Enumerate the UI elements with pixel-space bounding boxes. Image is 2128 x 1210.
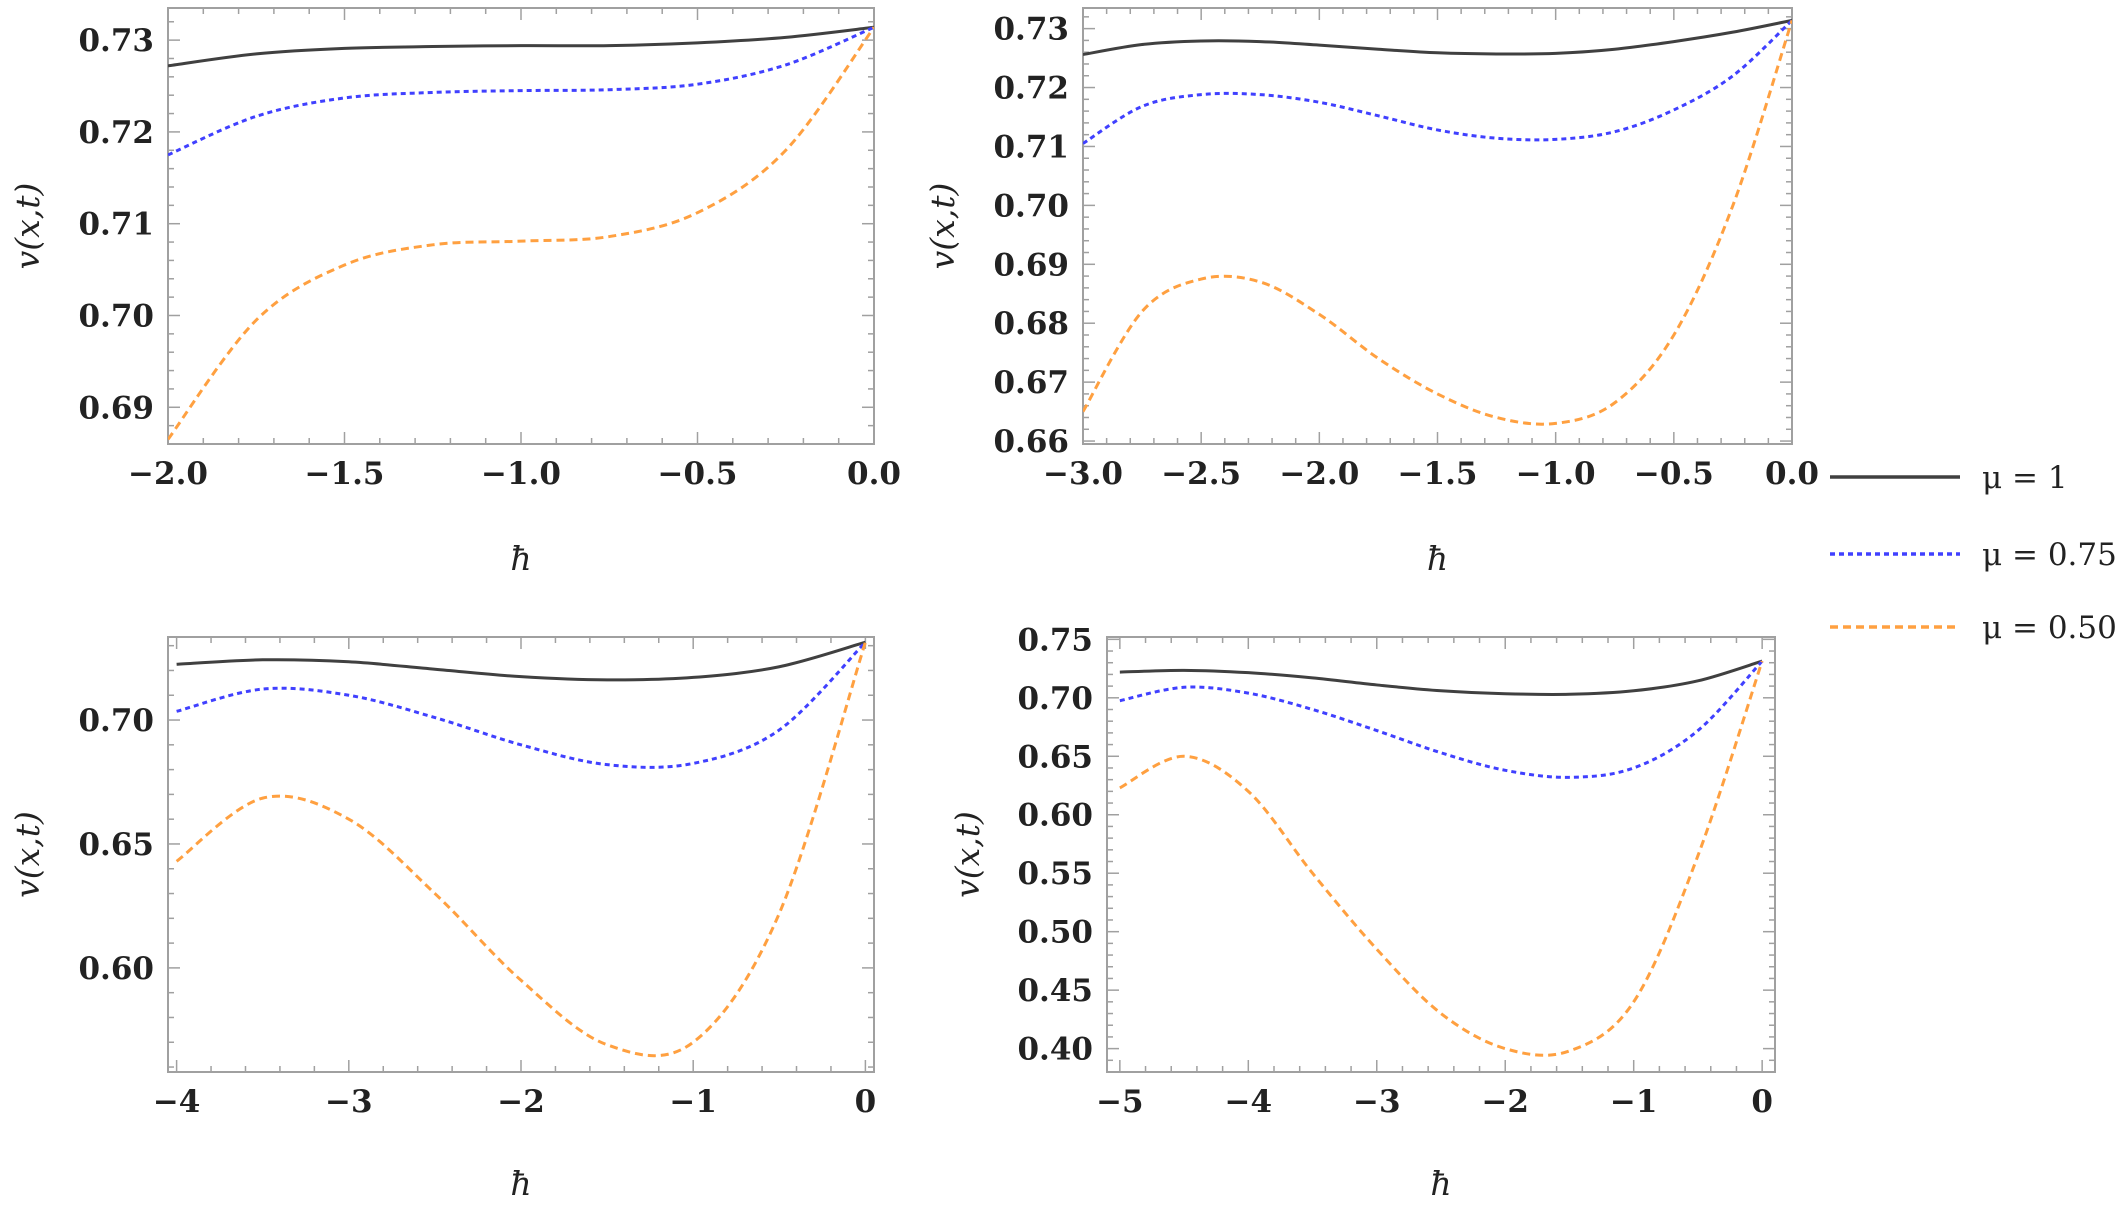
series-line-2 xyxy=(176,641,867,769)
chart-panel-3: −4 −3 −2 −1 0 0.60 0.65 0.70 ħ v(x,t) xyxy=(8,636,877,1203)
series-line-1 xyxy=(168,25,874,68)
x-tick-label: −1.0 xyxy=(481,456,561,492)
x-axis-label: ħ xyxy=(1430,1164,1451,1203)
y-tick-label: 0.73 xyxy=(78,23,154,59)
y-tick-label: 0.69 xyxy=(993,247,1069,283)
plot-frame xyxy=(167,636,875,1073)
series-line-2 xyxy=(168,25,874,157)
y-tick-label: 0.68 xyxy=(993,306,1069,342)
x-tick-label: −1 xyxy=(1610,1084,1658,1120)
y-tick-label: 0.45 xyxy=(1017,973,1093,1009)
legend: μ = 1 μ = 0.75 μ = 0.50 xyxy=(1830,460,2117,646)
plot-frame xyxy=(167,7,875,445)
x-tick-label: −4 xyxy=(1225,1084,1273,1120)
y-tick-label: 0.70 xyxy=(78,298,154,334)
y-tick-label: 0.73 xyxy=(993,12,1069,48)
x-tick-label: 0.0 xyxy=(847,456,901,492)
x-tick-label: −2.5 xyxy=(1161,456,1241,492)
series-group xyxy=(168,25,874,441)
y-axis-label: v(x,t) xyxy=(923,183,962,270)
series-line-2 xyxy=(1083,19,1792,145)
y-tick-label: 0.65 xyxy=(78,827,154,863)
x-tick-label: −2.0 xyxy=(128,456,208,492)
x-tick-label: −2 xyxy=(1481,1084,1529,1120)
series-line-3 xyxy=(168,26,874,441)
series-line-1 xyxy=(1119,659,1763,696)
y-tick-label: 0.70 xyxy=(993,188,1069,224)
plot-frame xyxy=(1082,7,1793,445)
x-tick-label: −0.5 xyxy=(658,456,738,492)
x-tick-label: −2.0 xyxy=(1279,456,1359,492)
series-line-3 xyxy=(1083,19,1792,426)
chart-panel-2: −3.0 −2.5 −2.0 −1.5 −1.0 −0.5 0.0 0.66 0.67 0.68 0… xyxy=(923,7,1819,578)
y-tick-label: 0.67 xyxy=(993,365,1069,401)
x-tick-label: −3.0 xyxy=(1043,456,1123,492)
series-line-1 xyxy=(176,640,866,682)
y-axis-label: v(x,t) xyxy=(8,183,47,270)
y-tick-label: 0.50 xyxy=(1017,915,1093,951)
series-group xyxy=(1083,18,1792,426)
x-tick-label: −4 xyxy=(153,1084,201,1120)
plot-frame xyxy=(1106,636,1776,1073)
x-tick-label: −0.5 xyxy=(1634,456,1714,492)
y-tick-label: 0.40 xyxy=(1017,1032,1093,1068)
y-tick-label: 0.55 xyxy=(1017,856,1093,892)
x-tick-label: −1.0 xyxy=(1516,456,1596,492)
y-tick-label: 0.69 xyxy=(78,390,154,426)
series-group xyxy=(175,640,867,1058)
series-line-1 xyxy=(1083,18,1792,57)
x-axis-label: ħ xyxy=(510,539,531,578)
x-tick-label: −1 xyxy=(669,1084,717,1120)
y-tick-label: 0.71 xyxy=(78,207,154,243)
x-tick-label: 0 xyxy=(855,1084,877,1120)
y-tick-label: 0.65 xyxy=(1017,739,1093,775)
y-tick-label: 0.71 xyxy=(993,129,1069,165)
series-line-3 xyxy=(175,641,867,1058)
x-axis-label: ħ xyxy=(510,1164,531,1203)
y-tick-label: 0.66 xyxy=(993,424,1069,460)
x-tick-label: −5 xyxy=(1096,1084,1144,1120)
y-tick-label: 0.72 xyxy=(993,71,1069,107)
x-tick-label: −3 xyxy=(1353,1084,1401,1120)
legend-label-1: μ = 1 xyxy=(1982,460,2068,496)
legend-label-2: μ = 0.75 xyxy=(1982,537,2117,573)
y-tick-label: 0.70 xyxy=(78,703,154,739)
chart-panel-1: −2.0 −1.5 −1.0 −0.5 0.0 0.69 0.70 0.71 0.72 0.73 ħ… xyxy=(8,7,901,578)
series-line-2 xyxy=(1119,660,1764,779)
x-axis-label: ħ xyxy=(1427,539,1448,578)
series-group xyxy=(1119,659,1764,1057)
y-tick-label: 0.60 xyxy=(1017,798,1093,834)
y-axis-label: v(x,t) xyxy=(948,811,987,898)
chart-panel-4: −5 −4 −3 −2 −1 0 0.40 0.45 0.50 0.55 0.60 0.65 0.70 0… xyxy=(948,622,1776,1203)
y-axis-label: v(x,t) xyxy=(8,811,47,898)
x-tick-label: −1.5 xyxy=(305,456,385,492)
y-tick-label: 0.70 xyxy=(1017,681,1093,717)
x-tick-label: 0 xyxy=(1751,1084,1773,1120)
x-tick-label: −2 xyxy=(497,1084,545,1120)
y-tick-label: 0.60 xyxy=(78,951,154,987)
x-tick-label: 0.0 xyxy=(1765,456,1819,492)
x-tick-label: −1.5 xyxy=(1398,456,1478,492)
x-tick-label: −3 xyxy=(325,1084,373,1120)
y-tick-label: 0.72 xyxy=(78,115,154,151)
legend-label-3: μ = 0.50 xyxy=(1982,610,2117,646)
y-tick-label: 0.75 xyxy=(1017,622,1093,658)
series-line-3 xyxy=(1119,660,1764,1057)
